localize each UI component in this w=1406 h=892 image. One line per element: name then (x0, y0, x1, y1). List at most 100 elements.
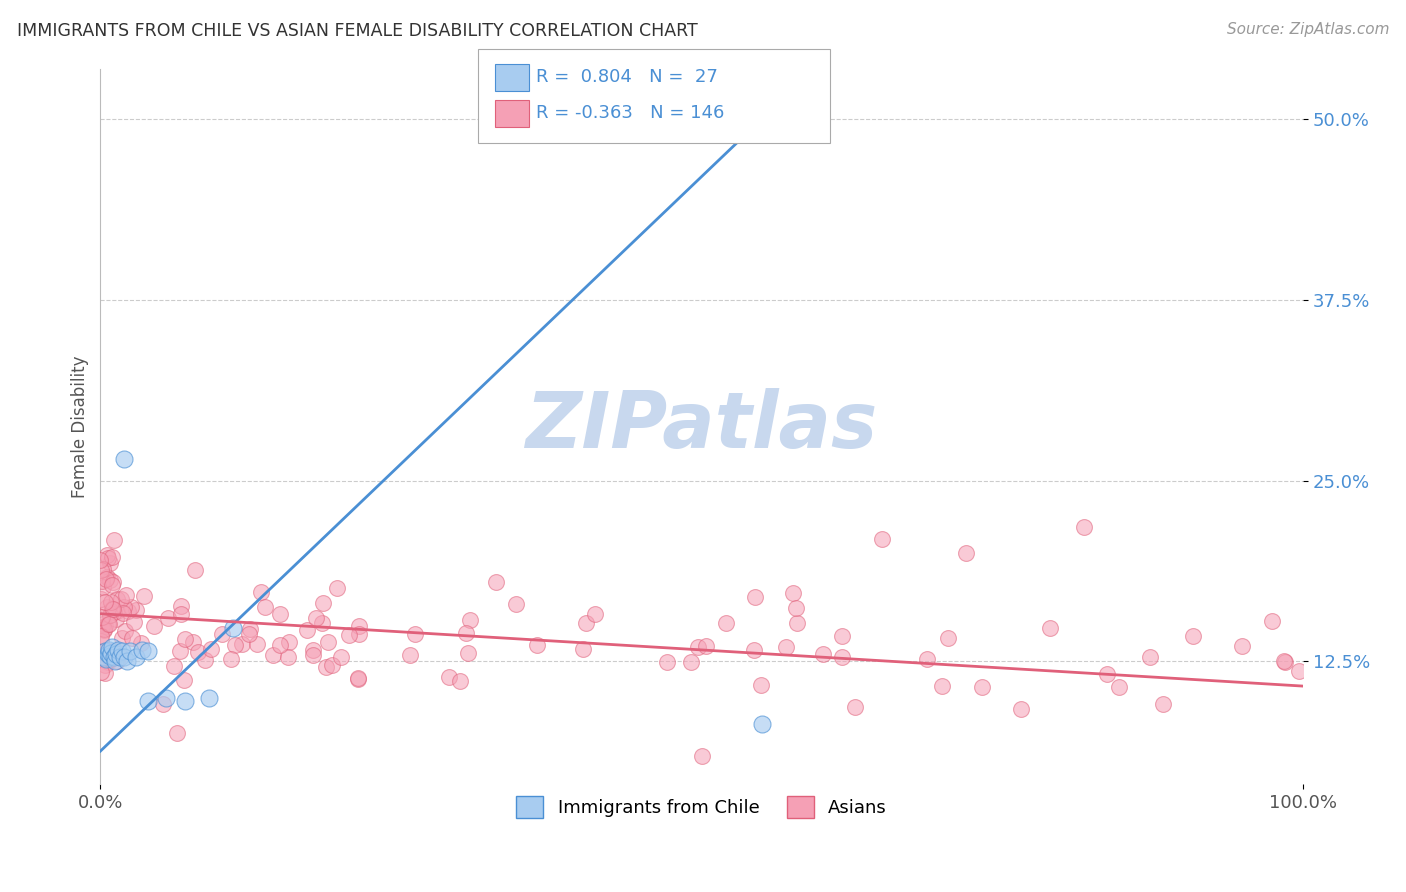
Point (105, 654, 128, 668)
Point (744, 591, 766, 605)
Point (100, 646, 122, 660)
Point (105, 604, 128, 618)
Point (239, 622, 262, 636)
Point (104, 655, 127, 669)
Point (100, 574, 122, 588)
Point (181, 634, 204, 648)
Point (111, 606, 134, 620)
Point (686, 640, 709, 655)
Point (98, 556, 121, 570)
Point (101, 602, 124, 616)
Point (91, 609, 114, 624)
Point (97, 655, 120, 669)
Point (100, 595, 122, 609)
Point (936, 631, 959, 645)
Point (347, 672, 370, 686)
Point (103, 533, 125, 548)
Point (1108, 681, 1130, 695)
Point (93, 619, 115, 633)
Point (101, 578, 124, 592)
Point (101, 640, 124, 654)
Point (231, 637, 253, 651)
Point (187, 645, 209, 659)
Point (90, 592, 112, 607)
Point (505, 597, 527, 611)
Point (1260, 614, 1282, 628)
Point (1274, 654, 1296, 668)
Point (1182, 629, 1205, 643)
Point (173, 673, 195, 687)
Point (931, 679, 953, 693)
Point (174, 632, 197, 647)
Point (98, 617, 121, 632)
Point (93, 562, 115, 576)
Point (120, 599, 142, 614)
Point (655, 655, 678, 669)
Point (156, 611, 179, 625)
Text: ZIPatlas: ZIPatlas (526, 389, 877, 465)
Point (315, 659, 337, 673)
Point (96, 570, 118, 584)
Point (90, 563, 112, 577)
Point (301, 648, 323, 663)
Point (1010, 702, 1032, 716)
Point (117, 604, 139, 618)
Point (295, 624, 318, 638)
Point (221, 621, 243, 635)
Point (915, 652, 938, 666)
Point (749, 678, 772, 692)
Text: IMMIGRANTS FROM CHILE VS ASIAN FEMALE DISABILITY CORRELATION CHART: IMMIGRANTS FROM CHILE VS ASIAN FEMALE DI… (17, 22, 697, 40)
Point (844, 700, 866, 714)
Point (782, 586, 804, 600)
Point (104, 647, 127, 661)
Point (91, 617, 114, 632)
Point (131, 643, 153, 657)
Point (125, 650, 148, 665)
Point (163, 659, 186, 673)
Point (90, 634, 112, 648)
Point (404, 626, 426, 640)
Point (456, 626, 478, 640)
Point (1073, 520, 1095, 534)
Point (269, 607, 291, 622)
Point (714, 615, 737, 630)
Point (330, 649, 353, 664)
Point (485, 574, 508, 589)
Point (347, 619, 370, 633)
Point (98, 608, 121, 623)
Point (90, 644, 112, 658)
Point (321, 657, 343, 672)
Point (90, 621, 112, 635)
Point (460, 613, 482, 627)
Point (575, 615, 598, 630)
Point (1274, 656, 1296, 670)
Point (93, 624, 115, 638)
Point (312, 596, 335, 610)
Text: Source: ZipAtlas.com: Source: ZipAtlas.com (1226, 22, 1389, 37)
Point (152, 698, 174, 712)
Point (97, 643, 120, 657)
Point (197, 690, 219, 705)
Point (1039, 621, 1062, 635)
Point (91, 574, 114, 588)
Point (155, 690, 177, 705)
Point (224, 638, 246, 652)
Point (94, 658, 117, 673)
Point (129, 636, 152, 650)
Point (526, 638, 548, 652)
Point (97, 617, 120, 632)
Point (194, 653, 217, 667)
Point (811, 648, 834, 662)
Text: R =  0.804   N =  27: R = 0.804 N = 27 (536, 68, 717, 86)
Point (112, 452, 135, 467)
Point (1152, 697, 1174, 711)
Point (572, 641, 595, 656)
Point (262, 648, 284, 662)
Point (96, 644, 118, 658)
Point (679, 656, 702, 670)
Point (94, 644, 117, 658)
Point (101, 575, 124, 590)
Point (104, 649, 127, 664)
Point (169, 644, 191, 658)
Point (970, 681, 993, 695)
